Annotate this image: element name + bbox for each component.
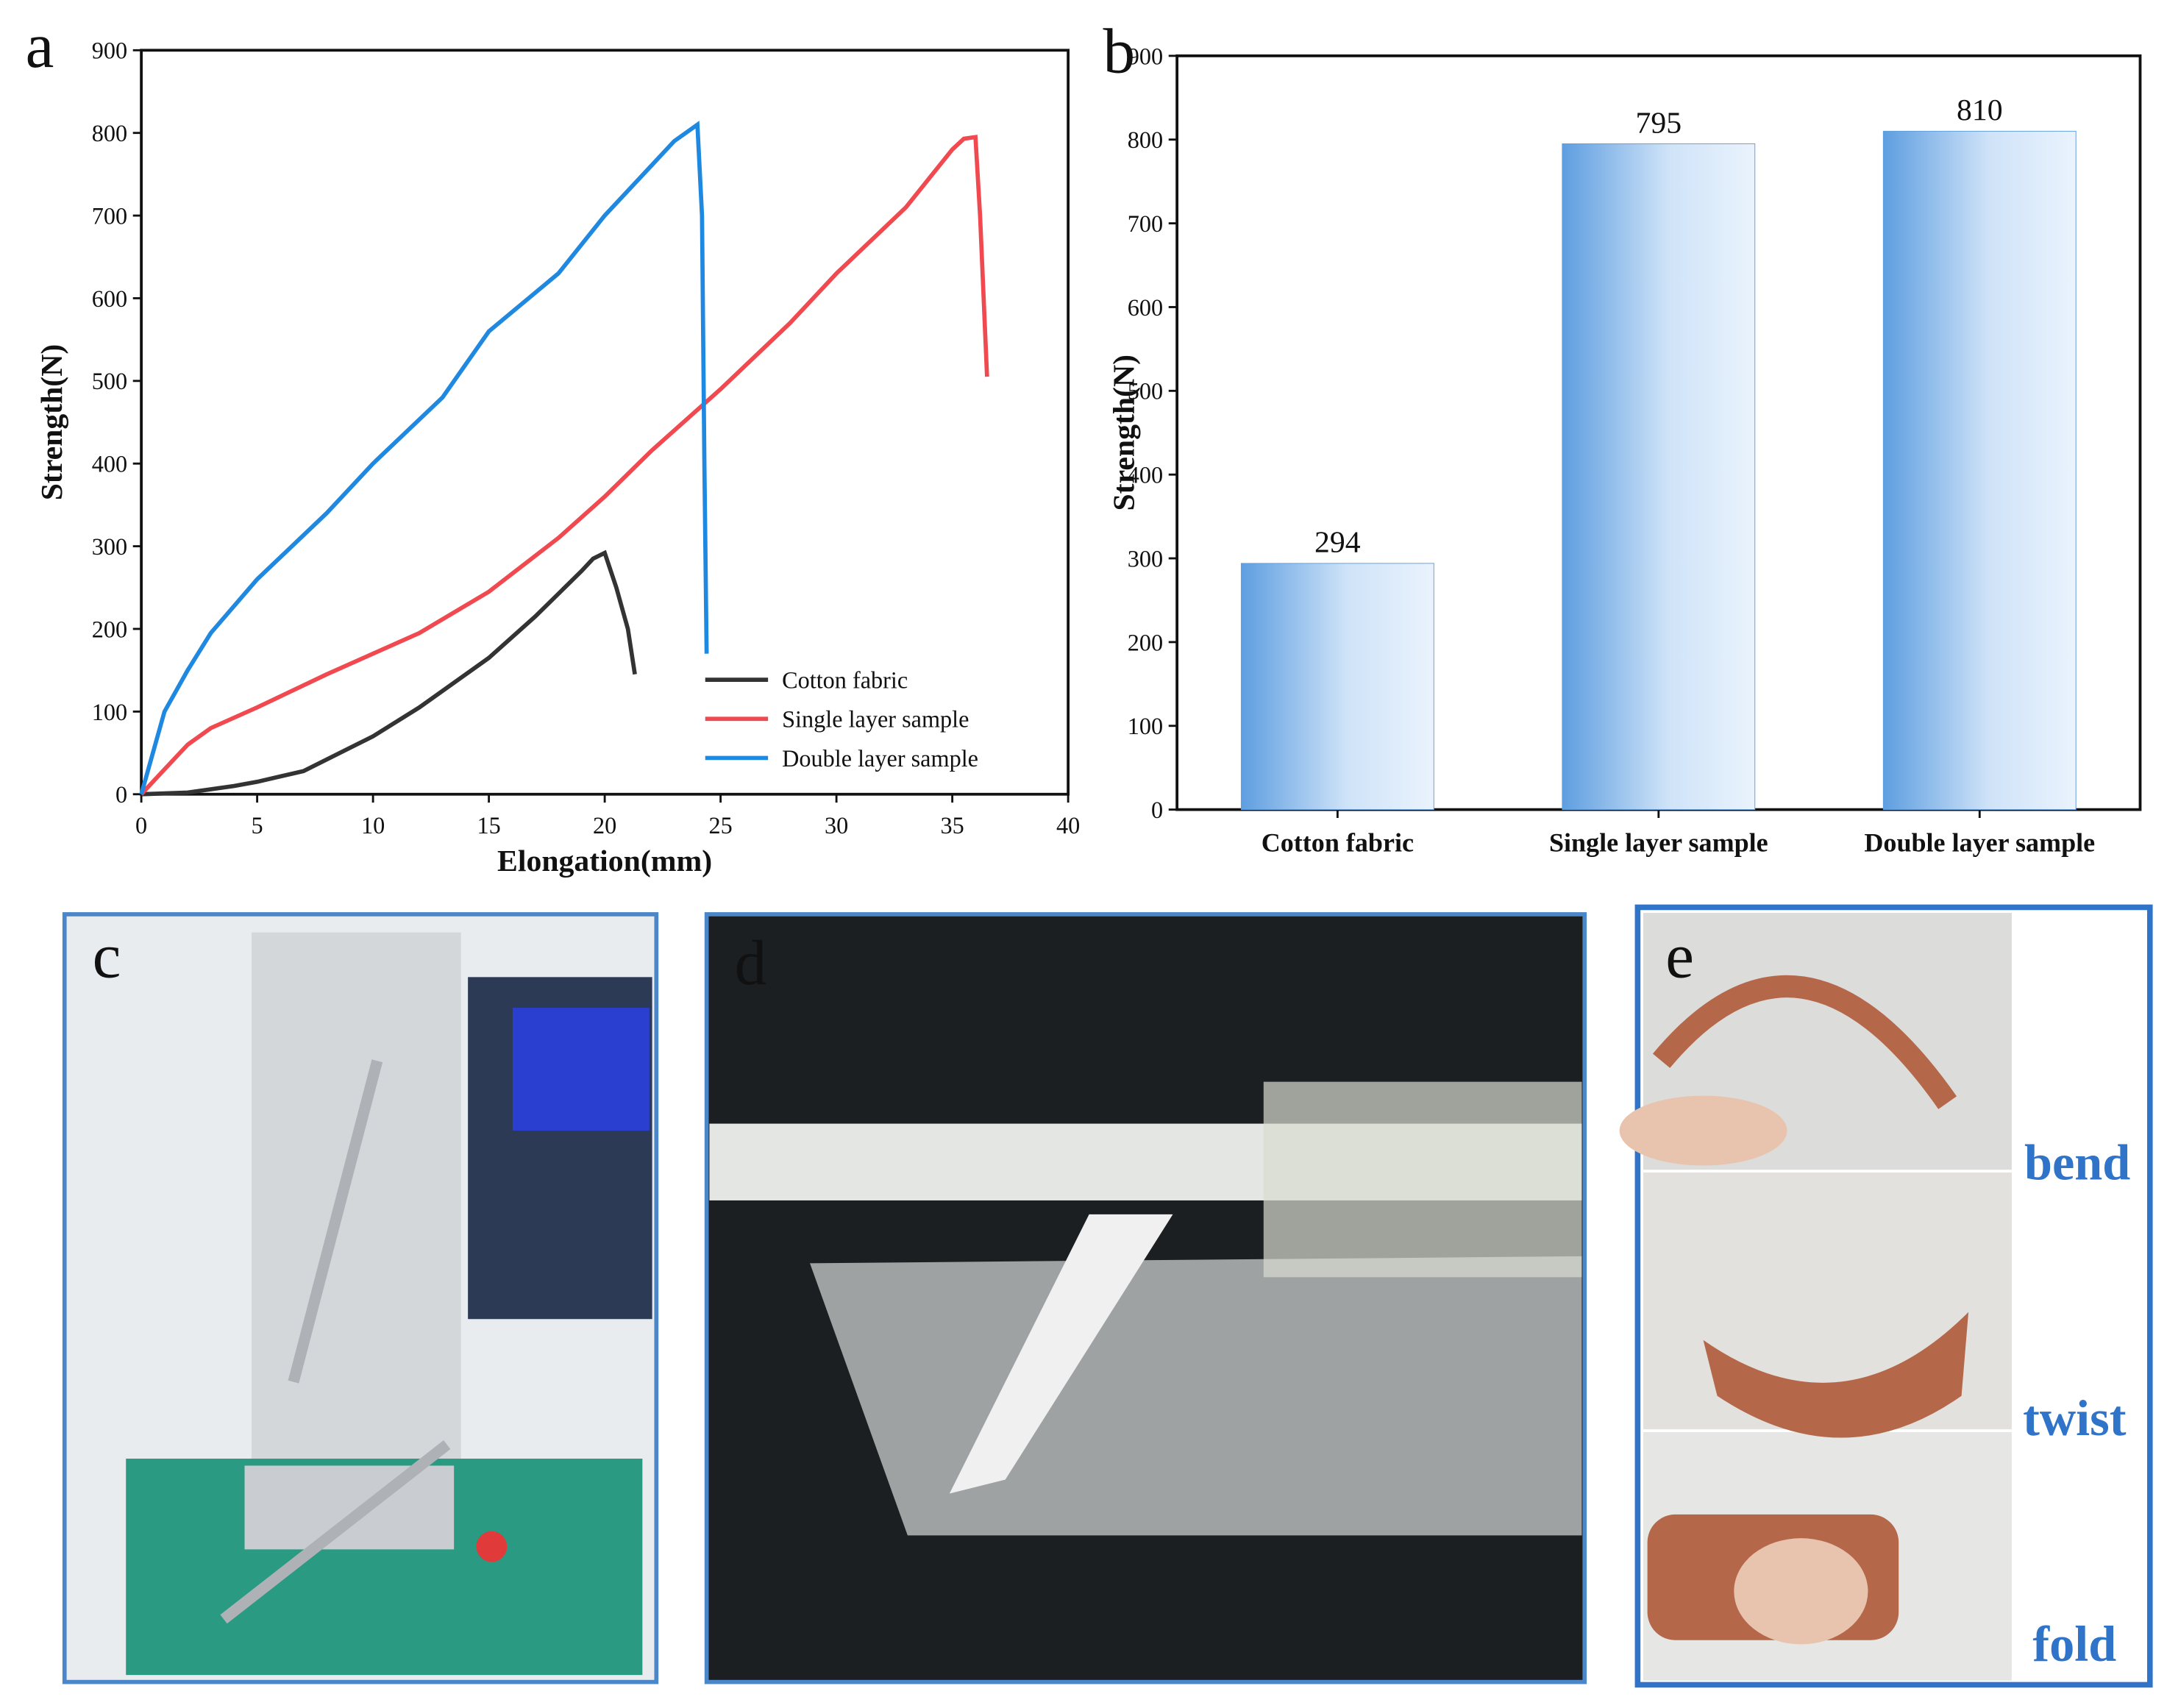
x-tick-label: 30 bbox=[825, 812, 848, 839]
x-tick-label: Double layer sample bbox=[1864, 828, 2095, 858]
series-line bbox=[140, 135, 989, 796]
y-tick-label: 200 bbox=[1128, 629, 1163, 655]
photo-c bbox=[62, 912, 659, 1684]
series-line bbox=[141, 549, 637, 797]
y-tick-label: 700 bbox=[92, 202, 127, 229]
y-axis-title: Strength(N) bbox=[1107, 355, 1141, 511]
photo-caption: bend bbox=[2024, 1134, 2130, 1190]
y-tick-label: 100 bbox=[1128, 713, 1163, 739]
y-tick-label: 700 bbox=[1128, 210, 1163, 237]
value-label: 810 bbox=[1957, 93, 2003, 127]
legend-label: Double layer sample bbox=[782, 745, 978, 772]
y-tick-label: 900 bbox=[1128, 43, 1163, 69]
x-tick-label: 10 bbox=[361, 812, 385, 839]
panel-label: b bbox=[1103, 15, 1136, 87]
y-tick-label: 0 bbox=[1151, 797, 1163, 823]
x-tick-label: 0 bbox=[135, 812, 147, 839]
photo-caption: twist bbox=[2023, 1390, 2127, 1446]
y-tick-label: 600 bbox=[92, 285, 127, 312]
panel-label: c bbox=[93, 919, 121, 991]
panel-label: e bbox=[1665, 919, 1694, 991]
y-tick-label: 800 bbox=[92, 120, 127, 146]
photo-d bbox=[704, 912, 1587, 1684]
legend-label: Single layer sample bbox=[782, 706, 969, 733]
y-tick-label: 600 bbox=[1128, 294, 1163, 321]
value-label: 294 bbox=[1314, 526, 1361, 560]
y-tick-label: 400 bbox=[92, 451, 127, 477]
photo-caption: fold bbox=[2032, 1616, 2116, 1672]
bar bbox=[1240, 563, 1434, 811]
y-tick-label: 500 bbox=[92, 368, 127, 394]
x-tick-label: 40 bbox=[1056, 812, 1080, 839]
x-axis-title: Elongation(mm) bbox=[497, 844, 712, 878]
photo-e bbox=[1619, 904, 2153, 1688]
x-tick-label: 25 bbox=[708, 812, 732, 839]
x-tick-label: Cotton fabric bbox=[1262, 828, 1414, 858]
y-tick-label: 900 bbox=[92, 38, 127, 64]
y-tick-label: 500 bbox=[1128, 378, 1163, 405]
panel-label: d bbox=[735, 927, 767, 998]
value-label: 795 bbox=[1636, 106, 1682, 140]
bar bbox=[1882, 130, 2077, 811]
series-line bbox=[139, 121, 709, 795]
x-tick-label: 20 bbox=[593, 812, 616, 839]
y-tick-label: 400 bbox=[1128, 462, 1163, 488]
y-axis-title: Strength(N) bbox=[35, 344, 69, 501]
bar bbox=[1562, 143, 1756, 811]
x-tick-label: 15 bbox=[477, 812, 500, 839]
y-tick-label: 200 bbox=[92, 616, 127, 642]
y-tick-label: 0 bbox=[115, 781, 127, 808]
y-tick-label: 100 bbox=[92, 699, 127, 725]
plot-frame bbox=[140, 49, 1070, 796]
y-tick-label: 300 bbox=[1128, 545, 1163, 572]
y-tick-label: 300 bbox=[92, 533, 127, 560]
panel-label: a bbox=[26, 10, 54, 81]
x-tick-label: 5 bbox=[252, 812, 263, 839]
y-tick-label: 800 bbox=[1128, 127, 1163, 153]
x-tick-label: Single layer sample bbox=[1549, 828, 1768, 858]
legend-label: Cotton fabric bbox=[782, 667, 908, 694]
x-tick-label: 35 bbox=[940, 812, 964, 839]
